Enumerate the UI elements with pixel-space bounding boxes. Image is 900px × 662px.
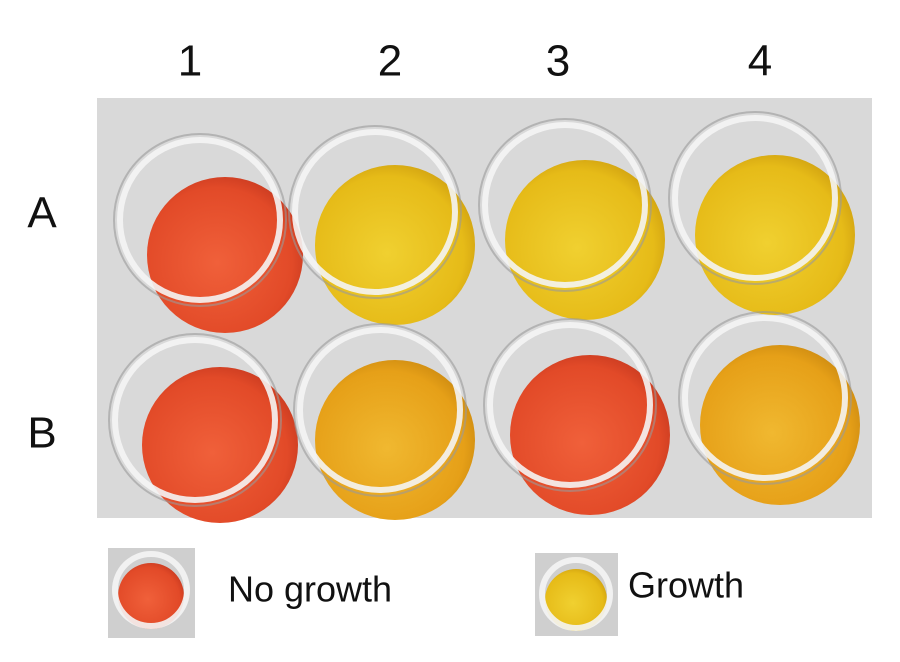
well xyxy=(678,311,860,505)
row-label: B xyxy=(27,409,56,458)
well xyxy=(288,125,475,325)
legend-well xyxy=(118,563,184,629)
legend-label: No growth xyxy=(228,569,392,610)
legend-label: Growth xyxy=(628,565,744,606)
well xyxy=(478,118,665,320)
legend-well xyxy=(545,569,607,631)
wells xyxy=(108,111,860,523)
column-label: 4 xyxy=(748,37,772,86)
legend: No growth Growth xyxy=(108,548,744,638)
well xyxy=(113,133,303,333)
well xyxy=(668,111,855,315)
column-label: 3 xyxy=(546,37,570,86)
legend-rim xyxy=(112,551,190,629)
row-label: A xyxy=(27,189,57,238)
column-label: 1 xyxy=(178,37,202,86)
well xyxy=(293,323,475,520)
well xyxy=(108,333,298,523)
well xyxy=(483,318,670,515)
column-label: 2 xyxy=(378,37,402,86)
legend-rim xyxy=(539,557,613,631)
